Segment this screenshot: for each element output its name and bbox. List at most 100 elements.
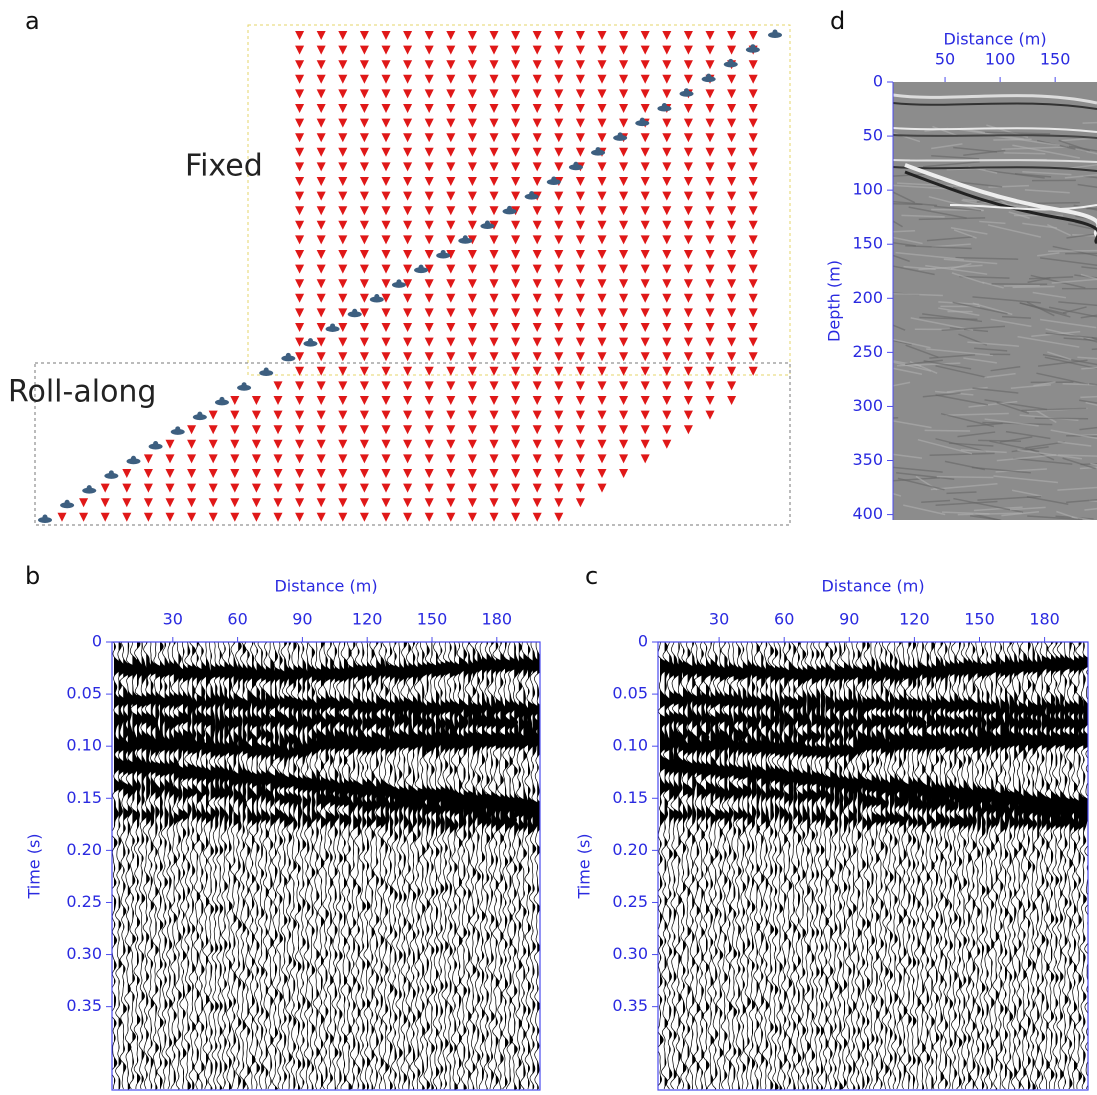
geophone [554, 118, 564, 128]
geophone [208, 483, 218, 493]
texture [1045, 332, 1097, 339]
shot [153, 441, 159, 447]
trace [836, 642, 849, 1090]
trace-fill [834, 642, 844, 1090]
geophone [662, 293, 672, 303]
geophone [705, 89, 715, 99]
geophone [532, 512, 542, 522]
trace-fill [459, 642, 470, 1090]
geophone [554, 264, 564, 274]
trace [702, 642, 716, 1090]
texture [1022, 170, 1072, 176]
shot [170, 428, 185, 435]
texture [1058, 454, 1097, 457]
trace [1024, 642, 1041, 1090]
geophone [100, 498, 110, 508]
geophone [705, 323, 715, 332]
trace [1010, 642, 1024, 1090]
geophone [446, 31, 456, 40]
trace-fill [963, 642, 974, 1090]
geophone [511, 396, 521, 405]
geophone [532, 410, 542, 420]
geophone [727, 337, 737, 347]
geophone [273, 425, 283, 435]
geophone [295, 206, 305, 216]
geophone [554, 439, 564, 449]
shot [591, 149, 606, 156]
y-tick-label: 200 [852, 288, 883, 307]
geophone [683, 308, 693, 318]
geophone [338, 104, 348, 113]
texture [918, 217, 986, 221]
trace [501, 642, 517, 1090]
geophone [489, 425, 499, 435]
geophone [230, 469, 240, 478]
texture [919, 316, 978, 321]
geophone [532, 220, 542, 230]
geophone [640, 250, 650, 259]
geophone [381, 250, 391, 259]
trace [119, 642, 133, 1090]
geophone [575, 439, 585, 449]
trace [1052, 642, 1068, 1089]
trace-fill [445, 642, 457, 1090]
texture [901, 214, 945, 218]
x-tick-label: 120 [352, 610, 383, 629]
y-tick-label: 350 [852, 450, 883, 469]
geophone [532, 147, 542, 157]
trace [964, 642, 979, 1090]
geophone [705, 206, 715, 216]
trace-fill [802, 642, 814, 1090]
trace [895, 642, 908, 1090]
geophone [381, 235, 391, 245]
shot [706, 73, 712, 79]
geophone [575, 191, 585, 201]
shot [352, 308, 358, 314]
texture [1039, 318, 1097, 329]
geophone [403, 279, 413, 289]
geophone [316, 512, 326, 522]
texture [936, 475, 994, 479]
texture [893, 184, 951, 190]
geophone [381, 162, 391, 172]
geophone [575, 206, 585, 216]
geophone [446, 74, 456, 84]
texture [1075, 148, 1097, 155]
geophone [467, 483, 477, 493]
texture [1022, 222, 1058, 229]
geophone [575, 396, 585, 405]
geophone [532, 250, 542, 259]
geophone [295, 396, 305, 405]
geophone [446, 498, 456, 508]
texture [893, 236, 923, 245]
geophone [251, 410, 261, 420]
trace [753, 642, 768, 1090]
trace-fill [242, 642, 253, 1090]
geophone [554, 31, 564, 40]
geophone [597, 235, 607, 245]
trace-fill [279, 642, 291, 1090]
geophone [683, 74, 693, 84]
shot [108, 470, 114, 476]
panel-label: a [25, 7, 40, 35]
texture [1071, 516, 1095, 520]
geophone [424, 512, 434, 522]
texture [979, 220, 1006, 225]
geophone [251, 512, 261, 522]
texture [1047, 223, 1071, 237]
geophone [403, 31, 413, 40]
geophone [446, 293, 456, 303]
texture [950, 262, 972, 270]
geophone [446, 45, 456, 55]
trace-fill [298, 642, 309, 1090]
geophone [554, 147, 564, 157]
texture [1080, 433, 1097, 437]
geophone [748, 264, 758, 274]
geophone [683, 118, 693, 128]
texture [1005, 430, 1051, 440]
geophone [619, 104, 629, 113]
trace-fill [284, 642, 295, 1090]
texture [931, 154, 980, 160]
geophone [489, 308, 499, 318]
shot [82, 487, 97, 494]
